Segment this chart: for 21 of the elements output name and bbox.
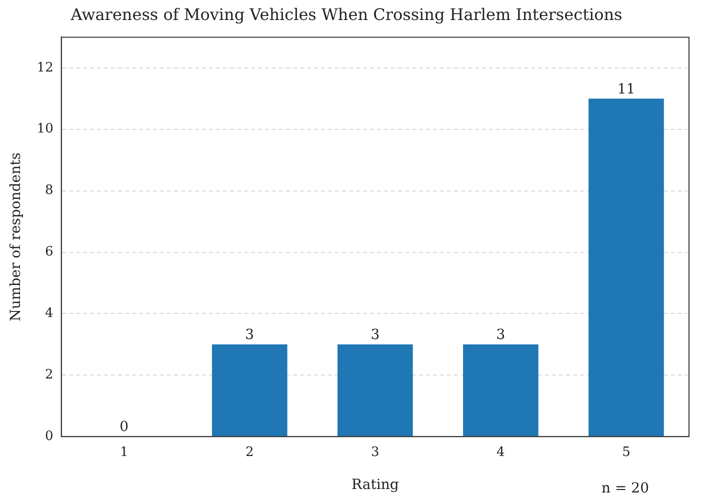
data-label: 11 [617,81,636,98]
data-label: 3 [370,327,380,344]
text: n = 20 [602,480,649,497]
y-tick-label: 12 [36,60,54,76]
x-tick-label: 5 [622,444,630,460]
y-tick-label: 10 [36,122,54,137]
x-tick-label: 1 [120,444,128,460]
y-tick-label: 2 [45,368,54,383]
y-axis-title: Number of respondents [8,152,24,322]
chart-title: Awareness of Moving Vehicles When Crossing Harlem Intersections [70,4,622,24]
data-label: 3 [496,327,506,344]
x-tick-label: 2 [246,444,254,460]
x-tick-label: 4 [496,444,505,460]
data-label: 3 [245,327,254,344]
x-tick-label: 3 [371,444,380,460]
y-tick-label: 0 [45,428,54,444]
y-tick-label: 8 [45,183,54,198]
y-tick-label: 4 [45,306,54,322]
y-tick-label: 6 [45,244,54,260]
data-label: 0 [120,419,129,436]
x-axis-title: Rating [352,477,399,494]
